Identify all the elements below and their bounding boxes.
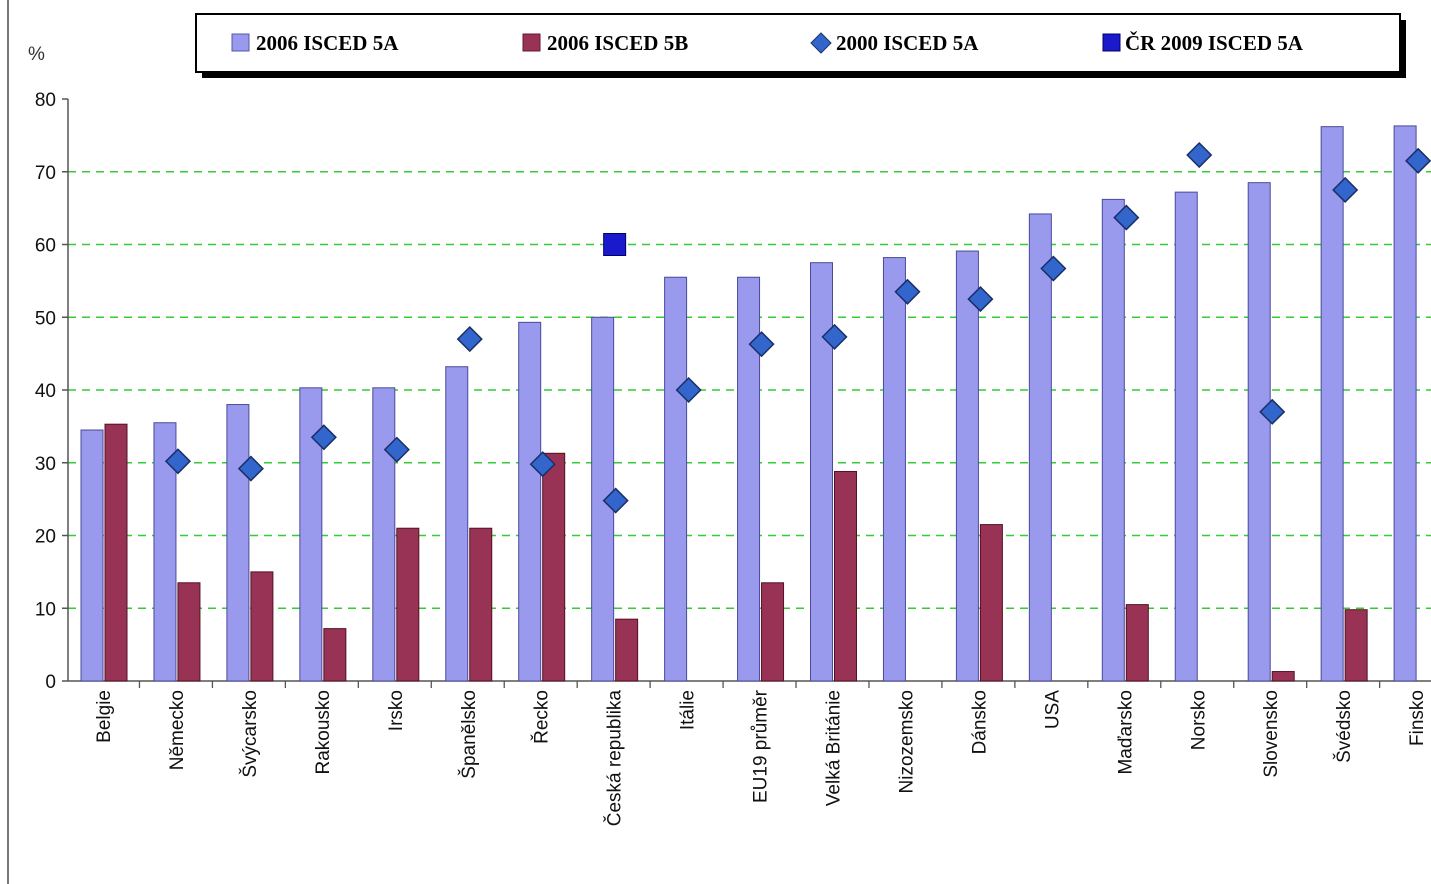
marker-isced5a-2000 — [456, 326, 483, 353]
x-category-label: Řecko — [531, 690, 553, 744]
bar-isced5b-2006 — [1125, 604, 1149, 682]
bar-isced5a-2006 — [955, 250, 979, 682]
bar-isced5a-2006 — [1393, 125, 1417, 682]
x-category-label: Rakousko — [313, 690, 334, 775]
marker-isced5a-2000 — [675, 376, 702, 404]
bar-isced5a-2006 — [664, 276, 688, 682]
marker-isced5a-2000 — [310, 424, 337, 451]
legend-box — [195, 13, 1401, 73]
x-category-label: Švýcarsko — [239, 690, 261, 778]
y-tick-label: 0 — [45, 672, 56, 693]
bar-isced5a-2006 — [1247, 182, 1271, 682]
marker-isced5a-2000 — [1040, 255, 1067, 282]
x-category-label: Česká republika — [604, 690, 626, 827]
legend-item-2: 2006 ISCED 5B — [522, 31, 688, 55]
bar-isced5b-2006 — [615, 618, 639, 682]
y-tick-label: 30 — [35, 454, 56, 475]
x-category-label: Dánsko — [969, 690, 990, 754]
bar-isced5a-2006 — [1101, 198, 1125, 682]
x-category-label: Belgie — [94, 690, 115, 743]
bar-isced5a-2006 — [1028, 213, 1052, 682]
marker-isced5a-2000 — [1332, 176, 1359, 203]
bar-isced5b-2006 — [542, 452, 566, 682]
marker-isced5a-2000 — [383, 436, 410, 463]
y-tick-label: 40 — [35, 381, 56, 402]
x-category-label: Norsko — [1188, 690, 1209, 750]
bar-isced5b-2006 — [396, 527, 420, 682]
y-tick-label: 10 — [35, 599, 56, 620]
x-category-label: Slovensko — [1261, 690, 1282, 778]
y-tick-label: 70 — [35, 163, 56, 184]
grid-layer — [68, 171, 1431, 609]
legend: 2006 ISCED 5A 2006 ISCED 5B 2000 ISCED 5… — [195, 13, 1406, 78]
legend-swatch-3 — [810, 32, 832, 54]
legend-label-1: 2006 ISCED 5A — [256, 31, 399, 55]
legend-label-2: 2006 ISCED 5B — [547, 31, 688, 55]
x-category-label: Nizozemsko — [896, 690, 917, 793]
bar-isced5b-2006 — [761, 582, 785, 682]
marker-isced5a-2000 — [1113, 204, 1140, 231]
bar-isced5a-2006 — [226, 404, 250, 682]
x-category-label: Finsko — [1407, 690, 1428, 746]
marker-layer — [164, 141, 1431, 514]
bar-isced5a-2006 — [518, 321, 542, 682]
marker-isced5a-2000 — [1405, 147, 1431, 174]
bar-isced5b-2006 — [1271, 671, 1295, 682]
bar-isced5a-2006 — [299, 387, 323, 682]
legend-item-3: 2000 ISCED 5A — [810, 31, 979, 55]
bar-isced5b-2006 — [104, 423, 128, 682]
x-category-label: Maďarsko — [1115, 690, 1136, 775]
marker-isced5a-2000 — [1186, 141, 1213, 169]
marker-isced5a-2000 — [748, 331, 775, 358]
marker-isced5a-2000 — [821, 323, 848, 350]
marker-cr-2009 — [603, 233, 627, 256]
bar-isced5b-2006 — [979, 524, 1003, 682]
bar-isced5b-2006 — [1344, 609, 1368, 682]
bar-isced5a-2006 — [80, 429, 104, 682]
x-category-label: Itálie — [678, 690, 699, 730]
x-category-label: Španělsko — [458, 690, 480, 779]
x-category-label: Velká Británie — [824, 690, 845, 806]
marker-isced5a-2000 — [967, 286, 994, 313]
x-category-label: Švédsko — [1333, 690, 1355, 763]
y-axis-unit: % — [28, 44, 45, 65]
bar-isced5a-2006 — [737, 276, 761, 682]
x-category-label: EU19 průměr — [751, 689, 772, 803]
legend-item-4: ČR 2009 ISCED 5A — [1102, 31, 1304, 55]
y-tick-label: 60 — [35, 236, 56, 257]
bar-isced5a-2006 — [882, 257, 906, 682]
bar-isced5b-2006 — [323, 628, 347, 682]
bar-layer — [80, 125, 1417, 682]
bar-isced5a-2006 — [153, 422, 177, 682]
label-layer: 0 10 20 30 40 50 60 70 80 Belgie Německo Švýcarsko R… — [35, 90, 1428, 826]
marker-isced5a-2000 — [1259, 398, 1286, 425]
x-category-label: USA — [1042, 690, 1063, 729]
bar-isced5a-2006 — [1174, 191, 1198, 682]
marker-isced5a-2000 — [237, 455, 264, 482]
bar-isced5a-2006 — [810, 262, 833, 682]
marker-isced5a-2000 — [602, 487, 629, 514]
bar-isced5b-2006 — [250, 571, 274, 682]
bar-isced5a-2006 — [445, 366, 469, 682]
legend-swatch-2 — [522, 33, 541, 52]
marker-isced5a-2000 — [164, 448, 192, 475]
y-tick-label: 80 — [35, 90, 56, 111]
bar-isced5a-2006 — [372, 387, 396, 682]
bar-isced5b-2006 — [469, 527, 493, 682]
marker-isced5a-2000 — [894, 278, 921, 305]
x-category-label: Irsko — [386, 690, 407, 731]
legend-label-3: 2000 ISCED 5A — [836, 31, 979, 55]
legend-swatch-4 — [1102, 33, 1121, 52]
x-category-label: Německo — [167, 690, 188, 770]
bar-isced5a-2006 — [1320, 126, 1344, 682]
bar-isced5b-2006 — [177, 582, 201, 682]
legend-label-4: ČR 2009 ISCED 5A — [1125, 31, 1304, 55]
marker-isced5a-2000 — [529, 451, 556, 478]
y-tick-label: 50 — [35, 308, 56, 329]
bar-isced5b-2006 — [834, 470, 857, 682]
y-tick-label: 20 — [35, 527, 56, 548]
legend-swatch-1 — [231, 33, 250, 52]
legend-item-1: 2006 ISCED 5A — [231, 31, 399, 55]
